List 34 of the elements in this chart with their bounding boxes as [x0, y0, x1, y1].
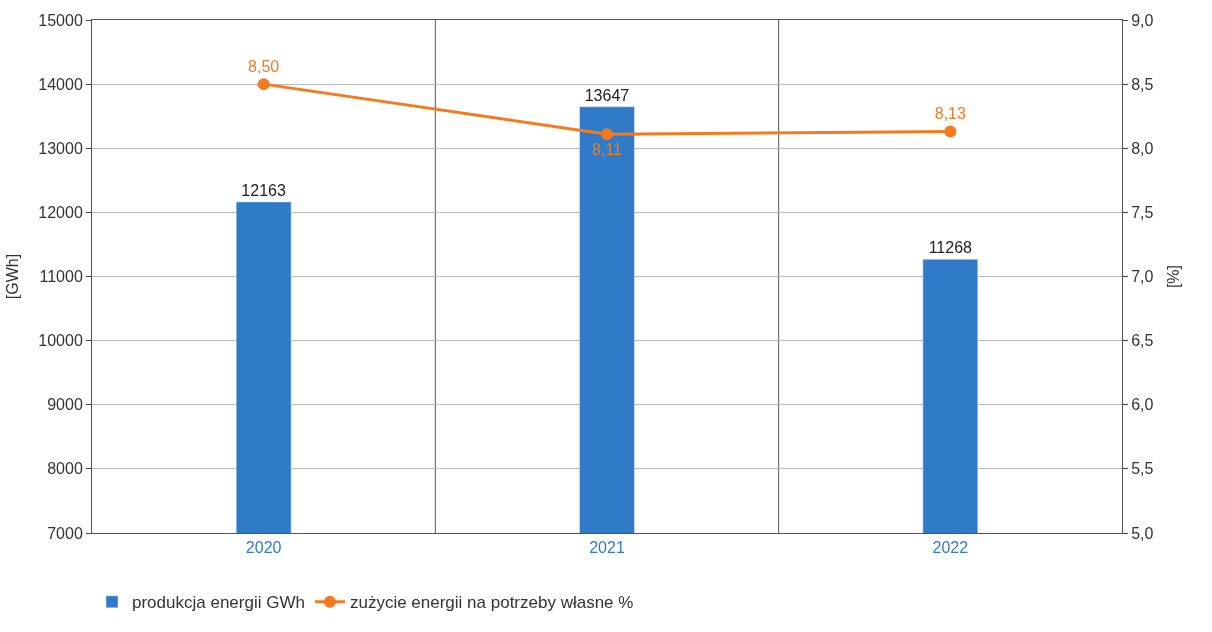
data-label: 8,50 — [248, 57, 280, 75]
y2-tick-label: 8,0 — [1131, 139, 1154, 157]
y2-tick-label: 5,0 — [1131, 524, 1154, 542]
y-tick-label: 12000 — [38, 203, 83, 221]
y2-tick-label: 6,5 — [1131, 332, 1154, 350]
legend-label: produkcja energii GWh — [132, 593, 305, 613]
y2-axis-title: [%] — [1165, 264, 1183, 289]
point — [601, 128, 613, 141]
data-label: 8,13 — [934, 105, 966, 123]
data-label: 12163 — [241, 181, 286, 199]
y2-tick-label: 9,0 — [1131, 11, 1154, 29]
x-tick-label: 2021 — [589, 539, 625, 557]
point — [944, 125, 957, 138]
y-tick-label: 15000 — [38, 11, 83, 29]
y2-tick-label: 5,5 — [1131, 460, 1154, 478]
y-tick-label: 13000 — [38, 139, 83, 157]
data-label: 13647 — [584, 86, 630, 104]
data-label: 8,11 — [592, 140, 623, 158]
y2-tick-label: 6,0 — [1131, 396, 1154, 414]
y-tick-label: 10000 — [38, 332, 83, 350]
y-tick-label: 14000 — [38, 75, 83, 93]
y-tick-label: 9000 — [47, 396, 83, 414]
y-tick-label: 7000 — [47, 524, 83, 542]
y2-tick-label: 7,0 — [1131, 268, 1154, 286]
x-tick-label: 2022 — [932, 539, 969, 557]
legend-label: zużycie energii na potrzeby własne % — [349, 593, 634, 613]
data-label: 11268 — [928, 239, 973, 257]
x-tick-label: 2020 — [245, 539, 282, 557]
y-axis-title: [GWh] — [4, 253, 22, 300]
y2-tick-label: 7,5 — [1131, 203, 1154, 221]
y2-tick-label: 8,5 — [1131, 75, 1154, 93]
y-tick-label: 8000 — [47, 460, 83, 478]
y-tick-label: 11000 — [39, 268, 83, 286]
point — [257, 78, 270, 91]
